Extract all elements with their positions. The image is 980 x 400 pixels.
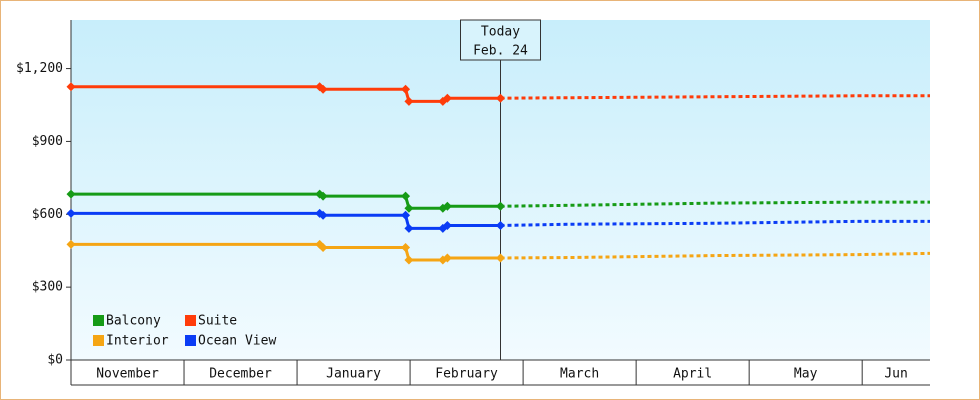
price-point [66, 82, 76, 92]
today-box [460, 19, 541, 61]
x-tick-label: Jun [884, 367, 907, 382]
today-date: Feb. 24 [473, 44, 528, 59]
y-tick-label: $0 [47, 353, 63, 368]
price-point [404, 223, 414, 233]
y-tick-label: $900 [32, 134, 63, 149]
price-point [496, 201, 505, 211]
x-tick-label: March [560, 367, 599, 382]
price-point [401, 191, 411, 201]
price-point [66, 189, 76, 199]
price-point [318, 210, 328, 220]
price-point [318, 84, 328, 94]
legend-label: Balcony [106, 314, 161, 329]
x-tick-label: May [794, 367, 818, 382]
x-tick-label: February [435, 367, 498, 382]
price-point [401, 210, 411, 220]
x-tick-label: January [326, 367, 381, 382]
price-point [401, 84, 411, 94]
price-point [496, 93, 505, 103]
today-label: Today [481, 25, 520, 40]
legend-swatch [93, 335, 104, 346]
x-tick-label: April [673, 367, 712, 382]
y-tick-label: $600 [32, 207, 63, 222]
price-point [318, 243, 328, 253]
x-tick-label: November [96, 367, 159, 382]
legend-swatch [93, 315, 104, 326]
legend-label: Suite [198, 314, 237, 329]
x-tick-label: December [209, 367, 272, 382]
y-tick-label: $300 [32, 280, 63, 295]
price-point [442, 93, 452, 103]
price-point [404, 203, 414, 213]
price-point [442, 253, 452, 263]
legend-swatch [185, 335, 196, 346]
price-point [404, 255, 414, 265]
price-point [401, 243, 411, 253]
y-tick-label: $1,200 [16, 61, 63, 76]
legend-label: Interior [106, 334, 169, 349]
price-point [496, 220, 505, 230]
price-point [66, 239, 76, 249]
price-point [442, 201, 452, 211]
price-point [404, 96, 414, 106]
price-point [442, 220, 452, 230]
price-point [496, 253, 505, 263]
price-point [318, 191, 328, 201]
legend-swatch [185, 315, 196, 326]
legend-label: Ocean View [198, 334, 276, 349]
price-point [66, 208, 76, 218]
